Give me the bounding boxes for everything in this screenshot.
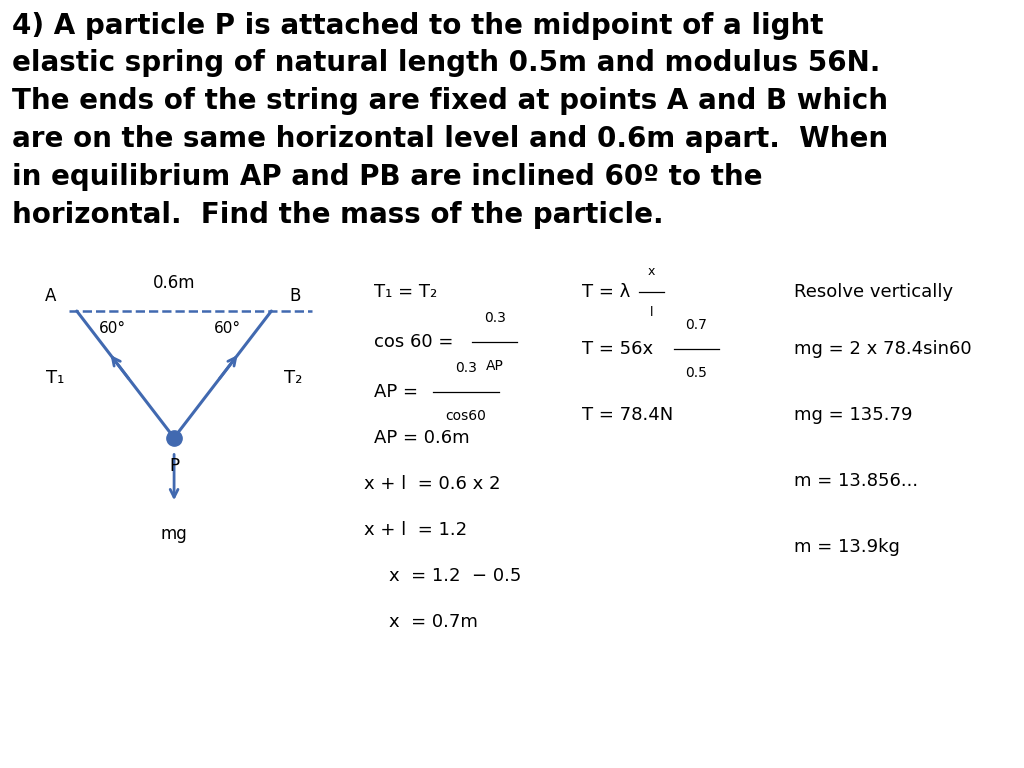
Text: 0.5: 0.5 [685,366,708,379]
Text: T₁: T₁ [46,369,65,387]
Text: 0.7: 0.7 [685,318,708,332]
Text: P: P [169,457,179,475]
Text: mg = 135.79: mg = 135.79 [794,406,912,424]
Text: A: A [44,287,56,305]
Text: x  = 1.2  − 0.5: x = 1.2 − 0.5 [389,567,521,585]
Text: x + l  = 0.6 x 2: x + l = 0.6 x 2 [364,475,500,493]
Text: AP = 0.6m: AP = 0.6m [374,429,469,447]
Text: AP: AP [485,359,504,372]
Text: l: l [649,306,653,319]
Text: 0.3: 0.3 [455,361,477,375]
Text: 4) A particle P is attached to the midpoint of a light
elastic spring of natural: 4) A particle P is attached to the midpo… [12,12,889,229]
Text: mg: mg [161,525,187,542]
Text: x + l  = 1.2: x + l = 1.2 [364,521,467,539]
Text: B: B [289,287,301,305]
Text: 0.6m: 0.6m [153,274,196,292]
Text: m = 13.856...: m = 13.856... [794,472,918,490]
Text: AP =: AP = [374,382,424,401]
Text: 60°: 60° [99,320,126,336]
Text: x: x [647,265,655,278]
Text: T = 56x: T = 56x [582,339,652,358]
Text: T = λ: T = λ [582,283,630,301]
Text: T₁ = T₂: T₁ = T₂ [374,283,437,301]
Text: m = 13.9kg: m = 13.9kg [794,538,899,556]
Text: cos60: cos60 [445,409,486,422]
Text: Resolve vertically: Resolve vertically [794,283,952,301]
Text: mg = 2 x 78.4sin60: mg = 2 x 78.4sin60 [794,339,971,358]
Text: 60°: 60° [214,320,241,336]
Text: 0.3: 0.3 [483,311,506,325]
Text: cos 60 =: cos 60 = [374,333,459,351]
Text: x  = 0.7m: x = 0.7m [389,613,478,631]
Text: T₂: T₂ [284,369,302,387]
Text: T = 78.4N: T = 78.4N [582,406,673,424]
